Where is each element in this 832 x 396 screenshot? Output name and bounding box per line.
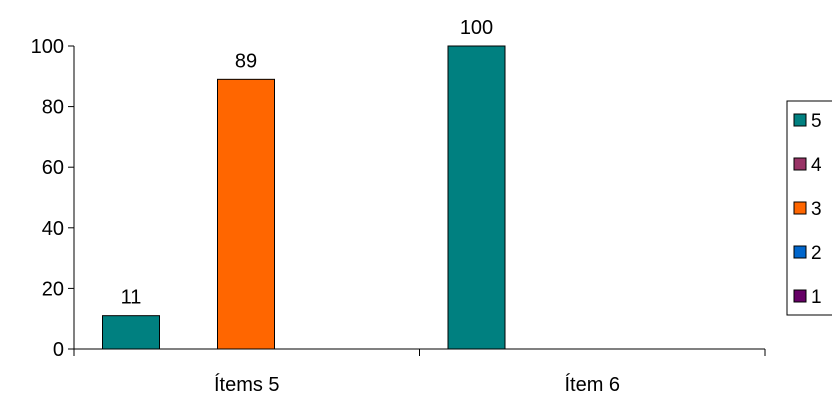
legend: 5 4 3 2 1: [786, 100, 832, 316]
legend-label: 3: [811, 199, 822, 220]
legend-swatch: [793, 113, 807, 127]
data-labels: 11 89 100: [121, 17, 494, 309]
data-label: 11: [121, 287, 142, 309]
bars: [102, 45, 506, 350]
y-tick-label: 0: [53, 339, 64, 361]
y-tick-label: 80: [42, 97, 64, 119]
category-label: Ítems 5: [214, 373, 280, 396]
data-label: 89: [235, 50, 257, 72]
bar-series-5-ítems-5: [102, 315, 160, 350]
y-tick-label: 60: [42, 157, 64, 179]
legend-swatch: [793, 245, 807, 259]
legend-label: 4: [811, 155, 822, 176]
data-label: 100: [460, 17, 493, 39]
bar-series-3-ítems-5: [217, 78, 275, 350]
legend-label: 5: [811, 111, 822, 132]
legend-swatch: [793, 157, 807, 171]
legend-label: 2: [811, 243, 822, 264]
y-tick-label: 40: [42, 218, 64, 240]
category-label: Ítem 6: [564, 373, 620, 396]
axes: 0 20 40 60 80 100 Ítems 5 Ítem 6: [31, 36, 766, 396]
legend-swatch: [793, 201, 807, 215]
legend-swatch: [793, 289, 807, 303]
y-tick-label: 20: [42, 278, 64, 300]
bar-series-5-ítem-6: [447, 45, 506, 350]
legend-label: 1: [811, 287, 822, 308]
y-tick-label: 100: [31, 36, 64, 58]
